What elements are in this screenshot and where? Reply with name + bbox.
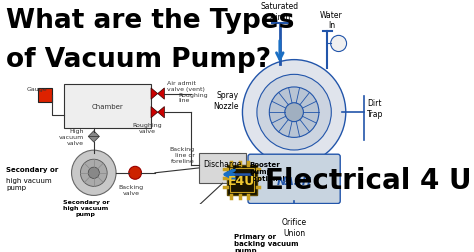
Bar — [38, 88, 53, 103]
Bar — [199, 153, 246, 183]
Circle shape — [242, 60, 346, 165]
Polygon shape — [158, 107, 164, 118]
Text: Primary or
backing vacuum
pump: Primary or backing vacuum pump — [235, 234, 299, 252]
Text: High
vacuum
valve: High vacuum valve — [59, 129, 84, 145]
Text: Orifice
Union: Orifice Union — [282, 217, 307, 237]
Circle shape — [331, 36, 346, 52]
Text: Backing
valve: Backing valve — [118, 184, 144, 195]
Text: Booster
pump
(optional): Booster pump (optional) — [250, 161, 289, 181]
FancyBboxPatch shape — [248, 154, 340, 204]
Circle shape — [81, 160, 107, 187]
Text: Saturated
Air In: Saturated Air In — [261, 3, 299, 22]
Polygon shape — [88, 137, 100, 143]
Circle shape — [269, 88, 319, 138]
Polygon shape — [151, 88, 158, 100]
Text: Discharge: Discharge — [203, 159, 242, 168]
Text: high vacuum
pump: high vacuum pump — [6, 177, 52, 190]
Bar — [64, 84, 151, 129]
Text: NASH: NASH — [276, 176, 312, 186]
Text: Roughing
valve: Roughing valve — [132, 122, 162, 133]
Text: of Vacuum Pump?: of Vacuum Pump? — [6, 47, 272, 73]
Text: Chamber: Chamber — [91, 104, 123, 110]
Circle shape — [285, 103, 303, 122]
Circle shape — [129, 167, 142, 179]
Polygon shape — [88, 131, 100, 137]
Text: Gauge: Gauge — [27, 87, 48, 92]
Text: Secondary or
high vacuum
pump: Secondary or high vacuum pump — [63, 200, 109, 216]
Text: Water
In: Water In — [320, 11, 343, 30]
Text: Air admit
valve (vent): Air admit valve (vent) — [167, 81, 205, 92]
Bar — [230, 168, 254, 193]
Text: Dirt
Trap: Dirt Trap — [367, 99, 383, 118]
Circle shape — [72, 150, 116, 196]
Text: Backing
line or
foreline: Backing line or foreline — [170, 146, 195, 163]
FancyBboxPatch shape — [210, 231, 226, 252]
Circle shape — [257, 75, 331, 150]
Text: Spray
Nozzle: Spray Nozzle — [213, 91, 238, 110]
Polygon shape — [151, 107, 158, 118]
Text: E4U: E4U — [228, 174, 255, 187]
FancyBboxPatch shape — [134, 228, 212, 252]
Text: Secondary or: Secondary or — [6, 166, 59, 172]
Circle shape — [88, 168, 100, 179]
Text: Electrical 4 U: Electrical 4 U — [264, 166, 471, 194]
Bar — [227, 165, 257, 196]
Text: What are the Types: What are the Types — [6, 8, 295, 34]
Polygon shape — [158, 88, 164, 100]
Text: Roughing
line: Roughing line — [179, 92, 208, 103]
